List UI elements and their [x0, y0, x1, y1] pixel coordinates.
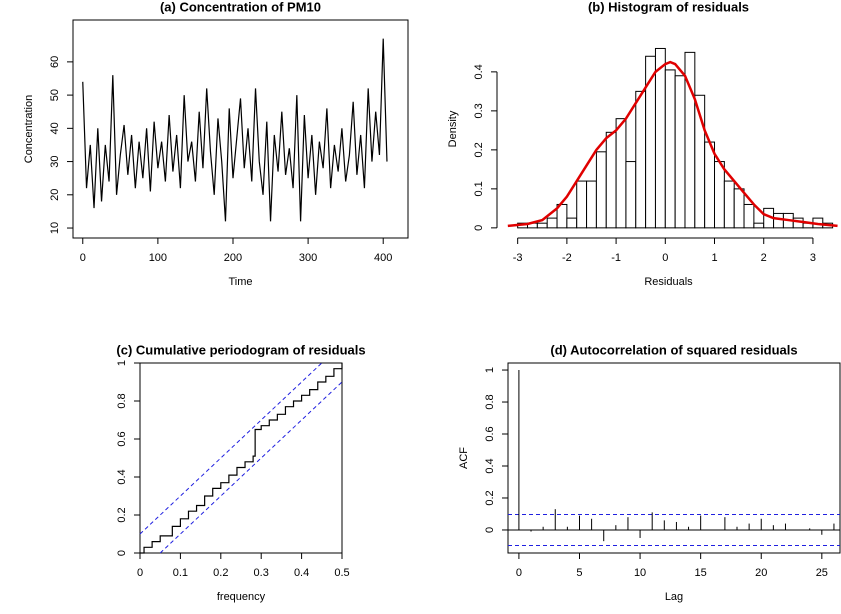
plot-box: [507, 362, 841, 554]
panel-title: (d) Autocorrelation of squared residuals: [550, 342, 797, 357]
x-axis-label: Lag: [665, 591, 683, 603]
x-tick-label: -1: [611, 252, 621, 264]
hist-bar: [536, 222, 548, 229]
hist-bar: [595, 151, 607, 229]
y-tick-label: 0.2: [116, 507, 128, 522]
x-tick-label: 5: [576, 567, 582, 579]
x-tick-label: 200: [224, 252, 242, 264]
hist-bar: [704, 141, 716, 229]
x-tick-label: 0: [516, 567, 522, 579]
x-tick-label: 0.3: [254, 567, 269, 579]
y-tick-label: 1: [116, 360, 128, 366]
hist-bar: [556, 203, 568, 229]
y-tick-label: 0.4: [484, 458, 496, 473]
x-tick-label: 400: [374, 252, 392, 264]
plot-box: [139, 362, 343, 554]
y-tick-label: 0.3: [473, 103, 485, 118]
hist-bar: [546, 217, 558, 229]
y-tick-label: 0.4: [116, 469, 128, 484]
y-tick-label: 20: [49, 189, 61, 201]
plot-box: [72, 19, 409, 239]
y-tick-label: 0.2: [484, 490, 496, 505]
hist-bar: [615, 118, 627, 229]
hist-bar: [635, 90, 647, 229]
panel-title: (c) Cumulative periodogram of residuals: [116, 342, 365, 357]
hist-bar: [664, 69, 676, 229]
x-tick-label: 300: [299, 252, 317, 264]
x-tick-label: 0.4: [294, 567, 309, 579]
hist-bar: [773, 212, 784, 229]
x-tick-label: 15: [695, 567, 707, 579]
y-tick-label: 10: [49, 222, 61, 234]
bound-line: [159, 381, 343, 554]
hist-bar: [733, 188, 745, 229]
x-axis-label: Residuals: [644, 276, 693, 288]
y-tick-label: 0: [116, 550, 128, 556]
hist-bar: [566, 217, 578, 229]
x-tick-label: 0.1: [173, 567, 188, 579]
hist-bar: [654, 47, 666, 229]
hist-bar: [625, 161, 637, 229]
x-tick-label: 0: [137, 567, 143, 579]
y-axis-label: ACF: [458, 447, 470, 469]
hist-bar: [723, 180, 735, 229]
y-tick-label: 60: [49, 56, 61, 68]
y-tick-label: 0.2: [473, 142, 485, 157]
x-tick-label: -3: [513, 252, 523, 264]
y-tick-label: 0.4: [473, 64, 485, 79]
hist-bar: [586, 180, 597, 229]
y-tick-label: 1: [484, 367, 496, 373]
x-tick-label: -2: [562, 252, 572, 264]
hist-bar: [576, 180, 588, 229]
hist-bar: [753, 222, 765, 229]
x-tick-label: 3: [810, 252, 816, 264]
y-tick-label: 0.8: [116, 393, 128, 408]
x-tick-label: 0: [80, 252, 86, 264]
y-tick-label: 0.1: [473, 181, 485, 196]
x-tick-label: 25: [816, 567, 828, 579]
y-tick-label: 30: [49, 155, 61, 167]
x-tick-label: 0: [662, 252, 668, 264]
y-tick-label: 0: [473, 225, 485, 231]
x-tick-label: 2: [761, 252, 767, 264]
panel-title: (b) Histogram of residuals: [588, 0, 749, 14]
x-axis-label: frequency: [217, 591, 266, 603]
y-tick-label: 0.8: [484, 394, 496, 409]
series-line: [82, 38, 388, 222]
cumulative-line: [140, 363, 343, 554]
x-tick-label: 100: [149, 252, 167, 264]
hist-bar: [605, 131, 617, 229]
bound-line: [139, 362, 323, 535]
panel-title: (a) Concentration of PM10: [160, 0, 321, 14]
hist-bar: [714, 161, 725, 229]
hist-bar: [674, 75, 686, 229]
x-tick-label: 10: [634, 567, 646, 579]
x-tick-label: 0.2: [213, 567, 228, 579]
x-tick-label: 1: [711, 252, 717, 264]
y-tick-label: 0: [484, 527, 496, 533]
y-axis-label: Concentration: [23, 95, 35, 164]
y-tick-label: 50: [49, 89, 61, 101]
y-tick-label: 0.6: [484, 426, 496, 441]
hist-bar: [743, 203, 755, 229]
y-tick-label: 0.6: [116, 431, 128, 446]
y-tick-label: 40: [49, 122, 61, 134]
x-tick-label: 0.5: [334, 567, 349, 579]
density-curve: [507, 60, 838, 228]
x-axis-label: Time: [228, 276, 252, 288]
y-axis-label: Density: [447, 110, 459, 147]
x-tick-label: 20: [755, 567, 767, 579]
